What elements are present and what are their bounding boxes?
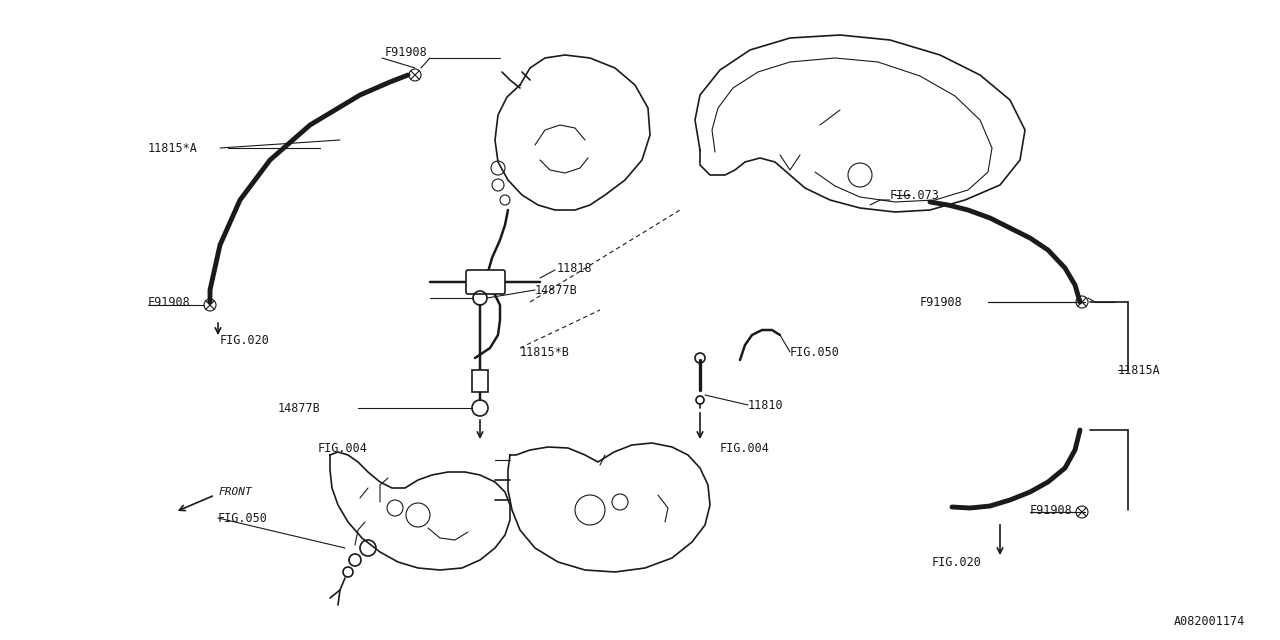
Text: F91908: F91908 bbox=[1030, 504, 1073, 516]
Text: FIG.050: FIG.050 bbox=[218, 511, 268, 525]
Text: F91908: F91908 bbox=[148, 296, 191, 308]
Text: FIG.004: FIG.004 bbox=[721, 442, 769, 454]
Text: 14877B: 14877B bbox=[535, 284, 577, 296]
Text: 11815*A: 11815*A bbox=[148, 141, 198, 154]
Text: FIG.020: FIG.020 bbox=[932, 557, 982, 570]
Text: 11818: 11818 bbox=[557, 262, 593, 275]
Bar bbox=[472, 370, 488, 392]
Text: F91908: F91908 bbox=[920, 296, 963, 308]
Text: 14877B: 14877B bbox=[278, 401, 321, 415]
Text: FIG.020: FIG.020 bbox=[220, 333, 270, 346]
Text: FIG.050: FIG.050 bbox=[790, 346, 840, 358]
Text: FIG.073: FIG.073 bbox=[890, 189, 940, 202]
Text: 11810: 11810 bbox=[748, 399, 783, 412]
Text: 11815A: 11815A bbox=[1117, 364, 1161, 376]
Text: FRONT: FRONT bbox=[218, 487, 252, 497]
FancyBboxPatch shape bbox=[466, 270, 506, 294]
Text: FIG.004: FIG.004 bbox=[317, 442, 367, 454]
Text: 11815*B: 11815*B bbox=[520, 346, 570, 358]
Text: A082001174: A082001174 bbox=[1174, 615, 1245, 628]
Text: F91908: F91908 bbox=[385, 45, 428, 58]
